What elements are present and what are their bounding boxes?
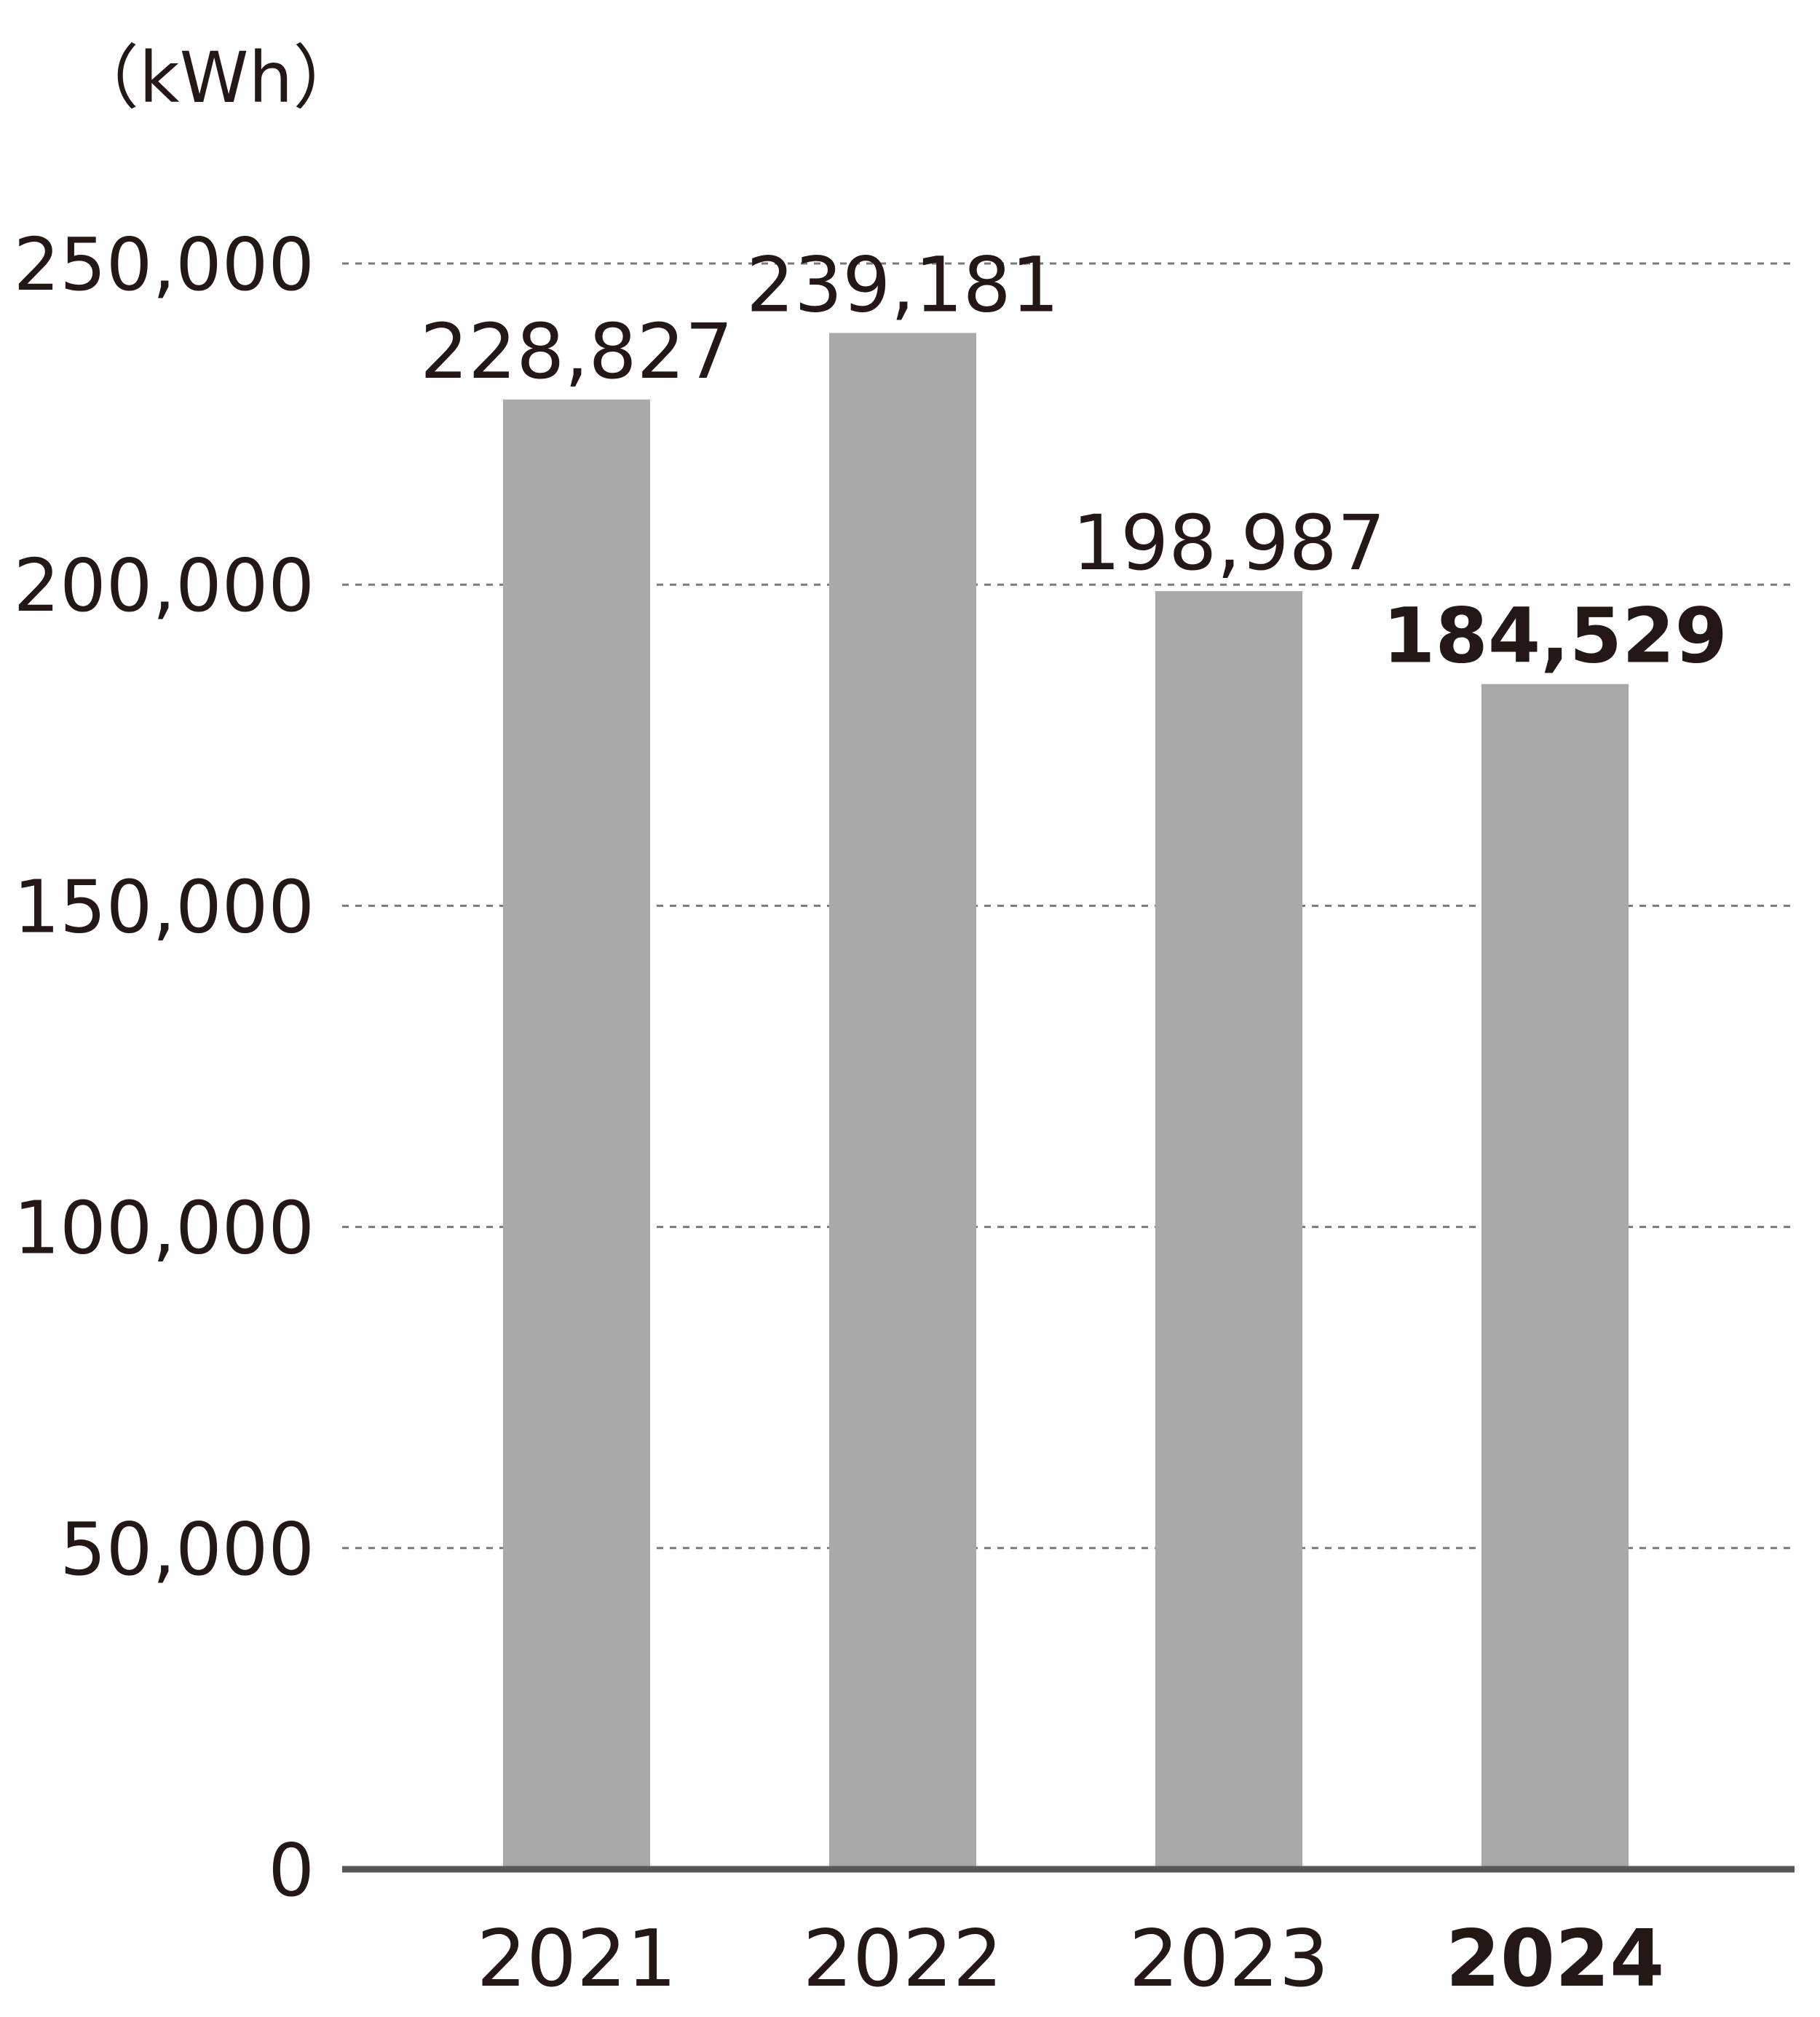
x-category-label: 2023 [1129,1914,1329,2005]
x-category-label: 2024 [1446,1914,1665,2005]
x-axis-categories: 2021 2022 2023 2024 [477,1914,1665,2005]
y-tick-label: 150,000 [13,864,314,949]
y-axis-unit-label: （kWh） [69,37,363,119]
y-tick-label: 50,000 [60,1507,314,1592]
y-tick-label: 100,000 [13,1186,314,1271]
value-label: 184,529 [1382,592,1728,681]
x-category-label: 2022 [803,1914,1003,2005]
value-label: 198,987 [1072,499,1385,587]
bars [503,333,1629,1870]
y-axis-ticks: 0 50,000 100,000 150,000 200,000 250,000 [13,222,314,1913]
bar [1155,591,1302,1870]
y-tick-label: 250,000 [13,222,314,307]
x-category-label: 2021 [477,1914,677,2005]
bar [503,399,650,1869]
y-tick-label: 0 [268,1828,314,1913]
y-tick-label: 200,000 [13,543,314,628]
bar [1481,683,1629,1870]
value-label: 228,827 [420,307,733,396]
value-label: 239,181 [746,240,1059,329]
bar [829,333,976,1870]
